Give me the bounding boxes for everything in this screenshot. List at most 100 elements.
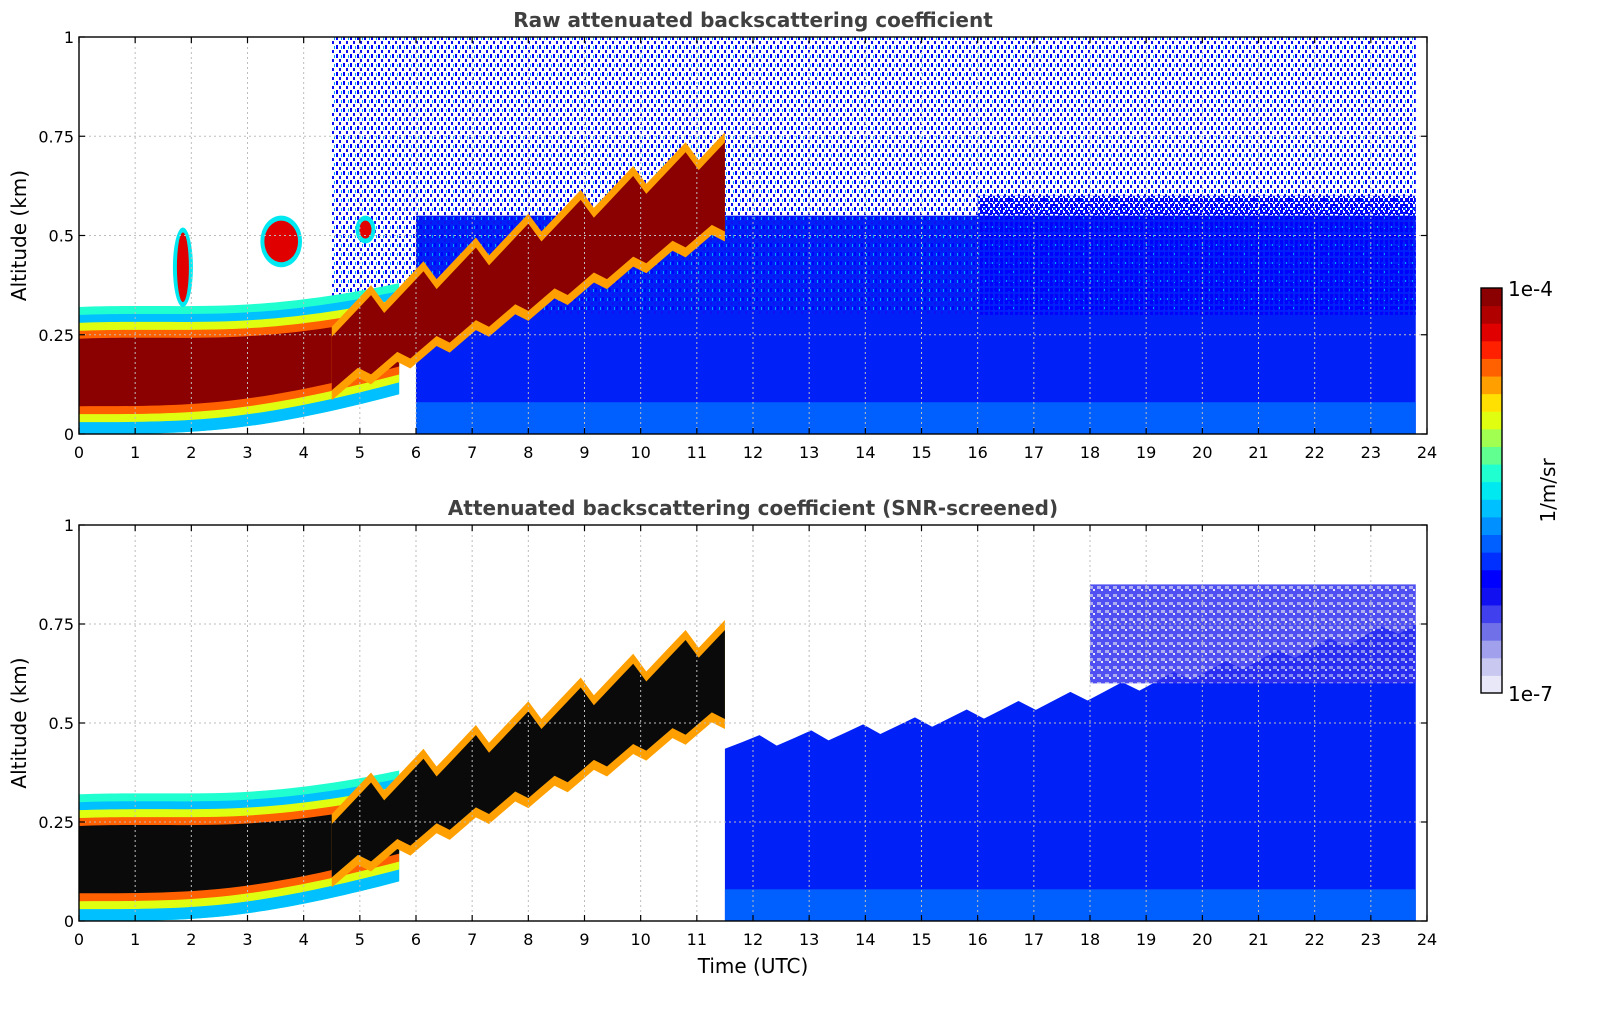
y-tick-label: 1	[64, 516, 74, 535]
x-tick-label: 9	[579, 443, 589, 462]
heatmap-field	[79, 584, 1416, 921]
x-tick-label: 7	[467, 930, 477, 949]
y-axis-label: Altitude (km)	[7, 657, 31, 788]
x-tick-label: 9	[579, 930, 589, 949]
y-axis-label: Altitude (km)	[7, 170, 31, 301]
colorbar-segment	[1481, 622, 1502, 641]
x-tick-label: 21	[1248, 443, 1268, 462]
colorbar-segment	[1481, 516, 1502, 536]
y-tick-label: 0.5	[49, 714, 74, 733]
raw-backscatter-panel: 0 1 2 3 4 5 6 7 8 9 10 11 12 13 14 15 16 17 18 19 20 21 22 23 24…	[7, 8, 1437, 462]
x-tick-label: 17	[1024, 443, 1044, 462]
plot-frame	[78, 36, 1428, 435]
x-tick-label: 15	[911, 930, 931, 949]
y-tick-label: 0	[64, 425, 74, 444]
colorbar-segment	[1481, 604, 1502, 624]
colorbar-segment	[1481, 534, 1502, 553]
colorbar-segment	[1481, 305, 1502, 324]
screened-blue-region	[724, 624, 1416, 921]
y-tick-label: 0.25	[38, 326, 74, 345]
x-tick-label: 2	[186, 930, 196, 949]
x-tick-label: 23	[1361, 930, 1381, 949]
x-tick-label: 23	[1361, 443, 1381, 462]
faint-region	[1090, 584, 1416, 684]
x-tick-label: 22	[1304, 443, 1324, 462]
y-tick-label: 0	[64, 912, 74, 931]
colorbar-frame	[1480, 287, 1503, 694]
x-tick-label: 18	[1080, 443, 1100, 462]
x-axis-label: Time (UTC)	[697, 954, 809, 978]
colorbar-segment	[1481, 675, 1502, 694]
x-tick-label: 16	[967, 443, 987, 462]
colorbar: 1e-4 1e-7 1/m/sr	[1480, 277, 1560, 706]
x-tick-label: 6	[411, 443, 421, 462]
near-surface-layer	[416, 402, 1416, 434]
colorbar-segment	[1481, 323, 1502, 342]
near-surface-layer	[724, 889, 1416, 921]
screened-backscatter-panel: 0 1 2 3 4 5 6 7 8 9 10 11 12 13 14 15 16 17 18 19 20 21 22 23 24…	[7, 496, 1437, 978]
x-tick-label: 3	[242, 930, 252, 949]
x-tick-label: 0	[74, 930, 84, 949]
x-tick-label: 16	[967, 930, 987, 949]
rising-layer-core	[331, 142, 725, 391]
cloud-core-1	[264, 220, 299, 263]
x-tick-label: 14	[855, 930, 875, 949]
x-tick-label: 6	[411, 930, 421, 949]
noise-region-dense	[977, 195, 1416, 315]
x-tick-label: 5	[355, 930, 365, 949]
x-tick-label: 24	[1417, 443, 1437, 462]
x-tick-label: 12	[743, 443, 763, 462]
x-tick-label: 7	[467, 443, 477, 462]
colorbar-unit-label: 1/m/sr	[1536, 458, 1560, 523]
plot-frame	[78, 524, 1428, 922]
colorbar-segment	[1481, 340, 1502, 359]
x-tick-label: 0	[74, 443, 84, 462]
aerosol-band-4	[79, 802, 400, 894]
colorbar-segment	[1481, 358, 1502, 377]
x-tick-label: 10	[630, 443, 650, 462]
colorbar-segment	[1481, 657, 1502, 676]
x-tick-label: 4	[299, 443, 309, 462]
colorbar-segment	[1481, 481, 1502, 500]
x-tick-label: 8	[523, 930, 533, 949]
colorbar-segment	[1481, 376, 1502, 395]
x-tick-label: 19	[1136, 930, 1156, 949]
x-tick-label: 8	[523, 443, 533, 462]
colorbar-min-label: 1e-7	[1508, 682, 1553, 706]
rising-layer-core	[331, 630, 725, 878]
aerosol-band-4	[79, 314, 400, 407]
panel-title: Raw attenuated backscattering coefficien…	[513, 8, 993, 32]
colorbar-max-label: 1e-4	[1508, 277, 1553, 301]
x-tick-label: 11	[687, 930, 707, 949]
x-tick-label: 14	[855, 443, 875, 462]
colorbar-segment	[1481, 499, 1502, 518]
x-tick-label: 24	[1417, 930, 1437, 949]
colorbar-segment	[1481, 569, 1502, 588]
x-tick-label: 21	[1248, 930, 1268, 949]
x-tick-label: 13	[799, 930, 819, 949]
x-tick-label: 20	[1192, 930, 1212, 949]
x-tick-label: 3	[242, 443, 252, 462]
x-tick-label: 4	[299, 930, 309, 949]
y-tick-label: 0.75	[38, 127, 74, 146]
x-tick-label: 2	[186, 443, 196, 462]
x-tick-label: 20	[1192, 443, 1212, 462]
x-tick-label: 11	[687, 443, 707, 462]
colorbar-segment	[1481, 446, 1502, 465]
cloud-core-0	[176, 232, 189, 302]
colorbar-segment	[1481, 587, 1502, 606]
x-tick-label: 1	[130, 930, 140, 949]
x-tick-label: 22	[1304, 930, 1324, 949]
x-tick-label: 18	[1080, 930, 1100, 949]
x-tick-label: 13	[799, 443, 819, 462]
colorbar-segment	[1481, 393, 1502, 412]
x-tick-label: 17	[1024, 930, 1044, 949]
colorbar-segment	[1481, 640, 1502, 659]
colorbar-segment	[1481, 428, 1502, 447]
x-tick-label: 19	[1136, 443, 1156, 462]
colorbar-segment	[1481, 411, 1502, 430]
x-tick-label: 5	[355, 443, 365, 462]
y-tick-label: 0.5	[49, 227, 74, 246]
y-tick-label: 0.75	[38, 615, 74, 634]
